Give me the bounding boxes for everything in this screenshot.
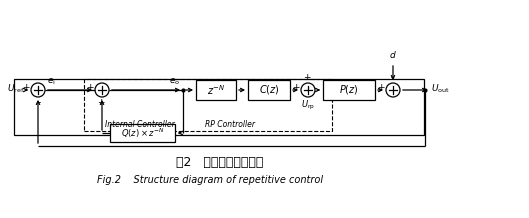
Bar (110, 124, 175, 142)
Text: $P(z)$: $P(z)$ (339, 83, 359, 97)
Text: $U_{\rm rp}$: $U_{\rm rp}$ (301, 99, 315, 112)
Text: $C(z)$: $C(z)$ (259, 83, 279, 97)
Text: -: - (38, 98, 41, 107)
Text: RP Controller: RP Controller (205, 120, 255, 129)
Text: $U_{\rm out}$: $U_{\rm out}$ (431, 83, 450, 95)
Text: Fig.2    Structure diagram of repetitive control: Fig.2 Structure diagram of repetitive co… (97, 175, 323, 185)
Text: -: - (390, 73, 394, 82)
Text: 图2   重复控制器结构图: 图2 重复控制器结构图 (176, 157, 263, 170)
Text: +: + (87, 83, 94, 92)
Bar (14, 79, 424, 135)
Bar (196, 80, 236, 100)
Bar (84, 79, 332, 131)
Bar (323, 80, 375, 100)
Text: +: + (303, 73, 311, 82)
Bar (248, 80, 290, 100)
Text: +: + (97, 98, 105, 107)
Text: +: + (378, 83, 385, 92)
Text: $U_{\rm ref}$: $U_{\rm ref}$ (7, 83, 24, 95)
Text: $Q(z)\times z^{-N}$: $Q(z)\times z^{-N}$ (121, 126, 165, 140)
Text: $z^{-N}$: $z^{-N}$ (207, 83, 225, 97)
Text: Internal Controller: Internal Controller (105, 120, 175, 129)
Text: $d$: $d$ (389, 49, 397, 60)
Text: +: + (23, 83, 30, 92)
Text: +: + (293, 83, 300, 92)
Text: $e_{\rm i}$: $e_{\rm i}$ (47, 77, 56, 87)
Text: $e_{\rm o}$: $e_{\rm o}$ (169, 77, 180, 87)
